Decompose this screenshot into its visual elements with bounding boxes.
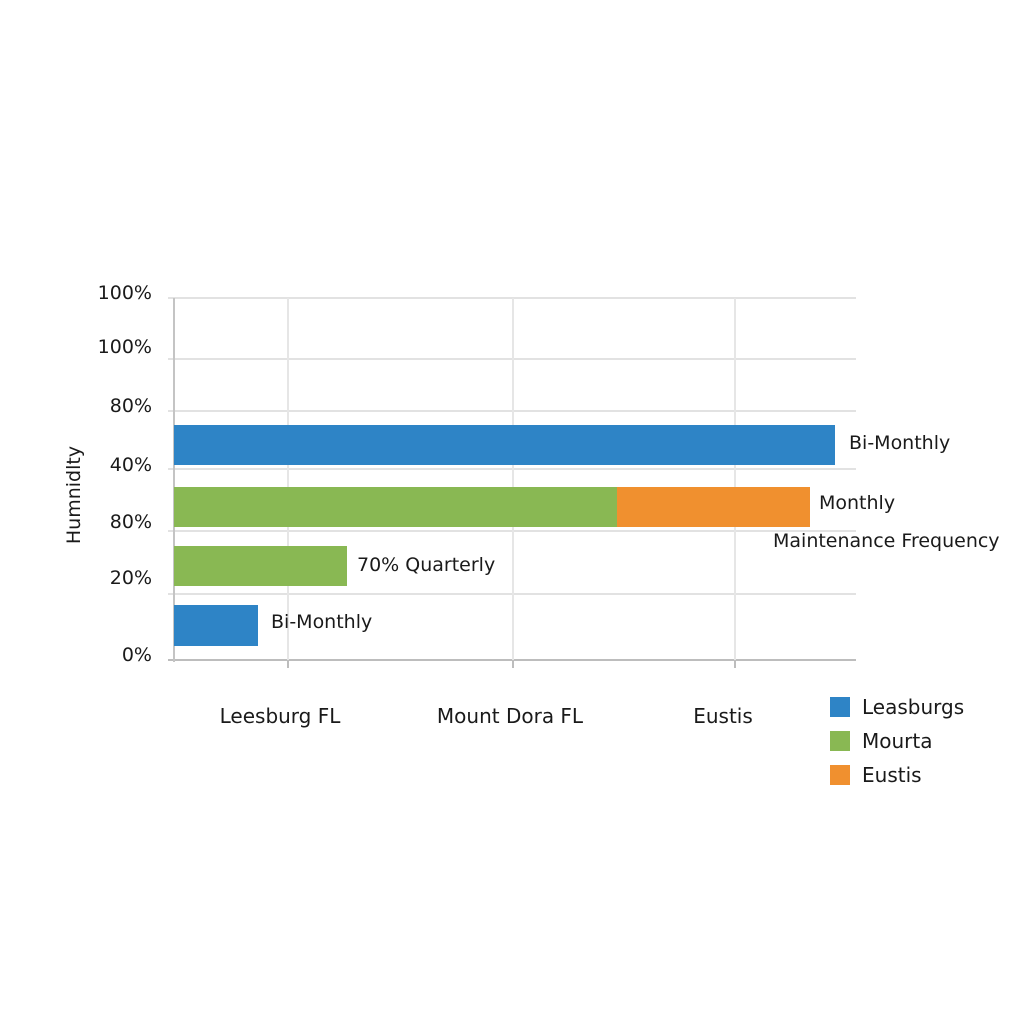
bar-label: Bi-Monthly <box>849 432 951 454</box>
y-tick-label: 100% <box>97 336 152 358</box>
legend: Leasburgs Mourta Eustis <box>830 690 964 792</box>
x-tick-mark <box>287 660 289 668</box>
y-tick-label: 20% <box>109 567 152 589</box>
bar-leesburg-bimonthly <box>174 425 835 465</box>
x-tick-mark <box>512 660 514 668</box>
y-tick-label: 100% <box>97 282 152 304</box>
y-tick-label: 0% <box>121 644 152 666</box>
y-tick-label: 80% <box>109 511 152 533</box>
gridline <box>512 298 514 662</box>
gridline <box>287 298 289 662</box>
bar-label: Bi-Monthly <box>271 611 373 633</box>
bar-label: 70% Quarterly <box>357 554 496 576</box>
x-tick-label: Leesburg FL <box>219 704 341 728</box>
y-axis-line <box>173 298 175 662</box>
y-axis-title: Humnidlty <box>63 445 85 545</box>
x-tick-label: Mount Dora FL <box>436 704 584 728</box>
y-tick-label: 40% <box>109 454 152 476</box>
annotation-maintenance-frequency: Maintenance Frequency <box>773 530 1000 552</box>
legend-label: Leasburgs <box>862 695 965 719</box>
bar-label: Monthly <box>819 492 896 514</box>
legend-swatch <box>830 765 850 785</box>
gridline <box>734 298 736 662</box>
legend-item-leasburgs: Leasburgs <box>830 690 964 724</box>
bar-mourta-segment <box>174 487 617 527</box>
x-tick-mark <box>734 660 736 668</box>
legend-item-mourta: Mourta <box>830 724 964 758</box>
x-tick-label: Eustis <box>693 704 753 728</box>
bar-leesburg-bimonthly-small <box>174 605 258 646</box>
legend-swatch <box>830 731 850 751</box>
bar-mourta-quarterly <box>174 546 347 586</box>
legend-label: Mourta <box>862 729 933 753</box>
y-tick-label: 80% <box>109 395 152 417</box>
bar-eustis-segment <box>617 487 810 527</box>
legend-swatch <box>830 697 850 717</box>
legend-item-eustis: Eustis <box>830 758 964 792</box>
legend-label: Eustis <box>862 763 922 787</box>
